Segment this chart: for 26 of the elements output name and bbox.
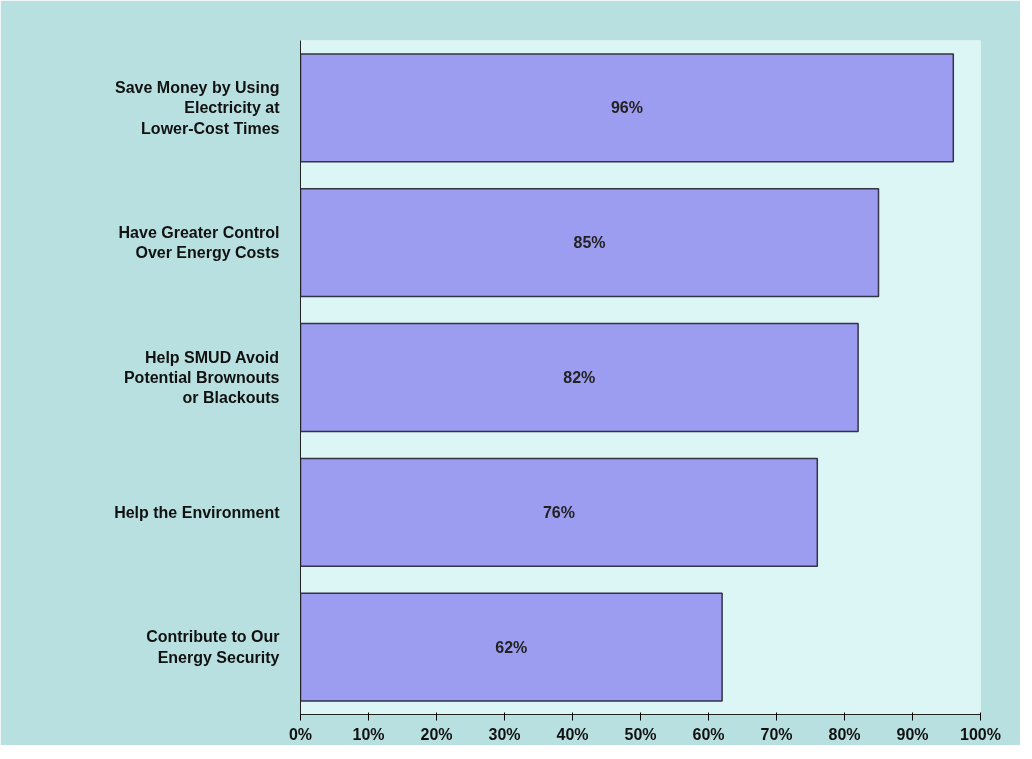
data-label: 62% bbox=[495, 638, 528, 656]
data-label: 96% bbox=[610, 99, 643, 117]
x-tick-label: 90% bbox=[896, 725, 929, 743]
y-tick-label: Have Greater Control Over Energy Costs bbox=[118, 224, 280, 262]
y-tick-label: Help the Environment bbox=[114, 503, 281, 521]
x-tick-label: 20% bbox=[420, 725, 453, 743]
x-tick-label: 70% bbox=[760, 725, 793, 743]
data-label: 82% bbox=[563, 369, 596, 386]
x-tick-label: 60% bbox=[692, 725, 725, 743]
x-tick-label: 0% bbox=[288, 725, 313, 743]
x-tick-label: 80% bbox=[828, 725, 861, 743]
bar bbox=[300, 53, 955, 163]
y-tick-label: Contribute to Our Energy Security bbox=[146, 628, 280, 666]
x-tick-label: 10% bbox=[352, 725, 385, 743]
bar bbox=[300, 592, 723, 702]
x-tick-label: 40% bbox=[556, 725, 589, 743]
bar bbox=[300, 188, 880, 298]
data-label: 85% bbox=[573, 234, 606, 252]
y-tick-label: Help SMUD Avoid Potential Brownouts or Blackouts bbox=[123, 348, 280, 407]
bar bbox=[300, 457, 819, 567]
bar bbox=[300, 322, 859, 433]
data-label: 76% bbox=[542, 503, 575, 521]
x-tick-label: 30% bbox=[488, 725, 521, 743]
x-tick-label: 50% bbox=[624, 725, 657, 743]
y-tick-label: Save Money by Using Electricity at Lower-Cost Times bbox=[115, 79, 281, 137]
x-tick-label: 100% bbox=[960, 725, 1001, 743]
